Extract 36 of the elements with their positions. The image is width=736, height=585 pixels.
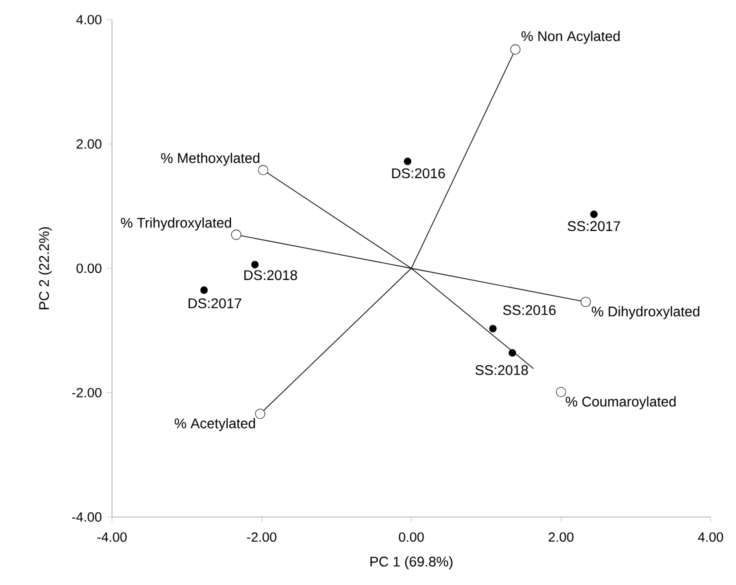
y-tick-label: -2.00 xyxy=(72,388,102,398)
point xyxy=(251,260,259,268)
x-tick-label: 4.00 xyxy=(698,532,724,542)
y-tick-label: 4.00 xyxy=(76,14,102,24)
annotation: % Coumaroylated xyxy=(566,396,676,410)
point xyxy=(508,349,516,357)
y-axis-title: PC 2 (22.2%) xyxy=(38,227,52,310)
point xyxy=(556,386,566,398)
annotation: DS:2017 xyxy=(188,298,242,308)
annotation: SS:2018 xyxy=(475,365,528,376)
point xyxy=(231,230,242,240)
annotation: SS:2017 xyxy=(568,221,620,232)
y-tick-label: 0.00 xyxy=(76,264,102,274)
point xyxy=(489,324,497,332)
annotation: DS:2016 xyxy=(392,168,445,178)
x-tick-label: 0.00 xyxy=(398,532,424,542)
x-tick-label: -4.00 xyxy=(97,532,127,542)
annotation: % Dihydroxylated xyxy=(592,306,700,320)
x-axis-title: PC 1 (69.8%) xyxy=(370,556,452,570)
point xyxy=(590,210,598,218)
annotation: % Acetylated xyxy=(174,418,255,432)
annotation: DS:2018 xyxy=(244,270,298,280)
point xyxy=(510,44,520,55)
point xyxy=(404,158,412,166)
annotation: % Methoxylated xyxy=(161,152,260,166)
annotation: % Non Acylated xyxy=(521,30,620,44)
annotation: % Trihydroxylated xyxy=(120,217,232,230)
y-tick-label: -4.00 xyxy=(72,512,102,522)
point xyxy=(255,408,266,419)
point xyxy=(580,296,591,307)
y-tick-label: 2.00 xyxy=(76,139,102,149)
x-tick-label: 2.00 xyxy=(548,532,574,542)
annotation: SS:2016 xyxy=(503,305,556,316)
point xyxy=(200,286,208,294)
x-tick-label: -2.00 xyxy=(247,532,276,542)
point xyxy=(258,165,268,176)
